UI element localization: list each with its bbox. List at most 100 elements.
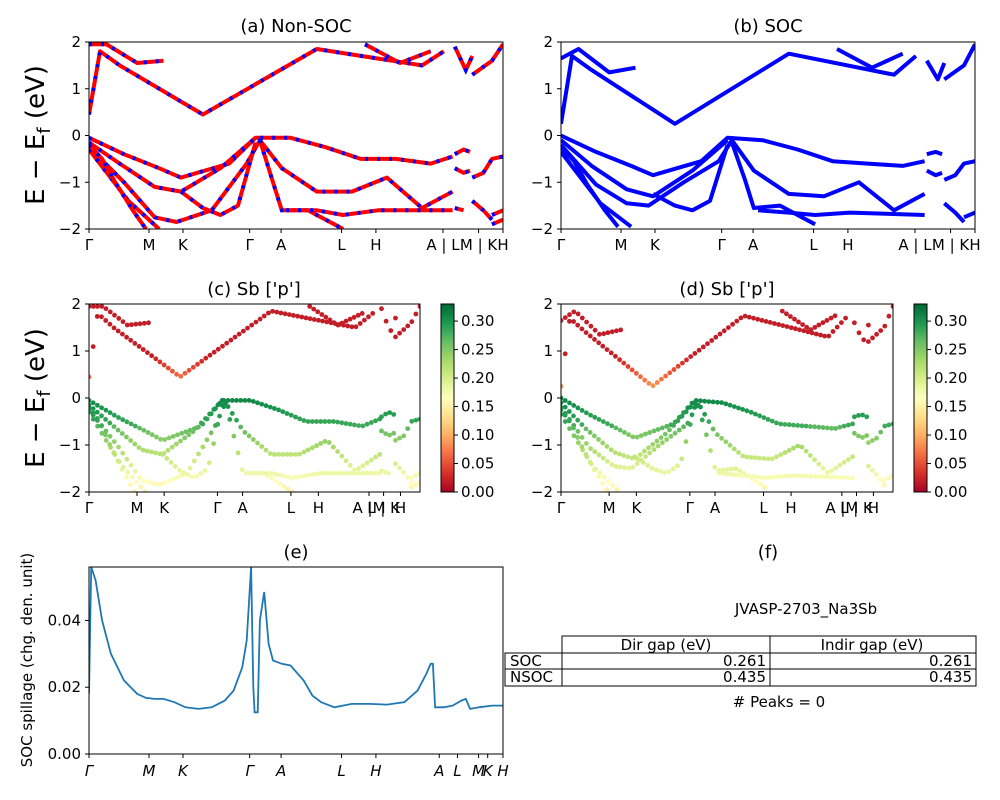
band-point xyxy=(115,427,121,433)
band-point xyxy=(668,433,674,439)
band-point xyxy=(647,430,653,435)
band-point xyxy=(561,400,564,406)
x-tick-label: L xyxy=(453,762,461,780)
band-point xyxy=(331,419,336,424)
band-point xyxy=(587,333,593,339)
band-point xyxy=(351,314,357,320)
band-point xyxy=(413,482,418,488)
band-point xyxy=(856,433,861,439)
band-point xyxy=(107,433,113,439)
band-point xyxy=(725,471,730,477)
band-point xyxy=(604,444,610,449)
x-tick-label: M xyxy=(143,236,156,254)
band-point xyxy=(890,304,893,309)
band-point xyxy=(804,473,810,479)
band-point xyxy=(140,347,146,352)
band-point xyxy=(255,400,260,406)
band-point xyxy=(103,417,108,422)
band-point xyxy=(762,475,768,481)
band-point xyxy=(579,444,585,449)
band-point xyxy=(386,470,391,476)
band-point xyxy=(360,463,366,469)
band-point xyxy=(592,327,598,333)
band-point xyxy=(231,433,237,439)
band-point xyxy=(856,413,861,418)
x-tick-label: M xyxy=(472,762,485,780)
material-name: JVASP-2703_Na3Sb xyxy=(734,600,877,619)
band-point xyxy=(833,465,839,471)
band-point xyxy=(692,400,697,406)
band-point xyxy=(170,368,175,374)
band-point xyxy=(719,400,724,405)
band-point xyxy=(364,460,370,466)
band-point xyxy=(267,404,273,410)
band-point xyxy=(181,470,187,476)
band-point xyxy=(377,452,383,457)
band-point xyxy=(866,322,871,328)
band-point xyxy=(198,471,204,476)
band-point xyxy=(658,435,664,440)
band-point xyxy=(257,316,263,322)
band-point xyxy=(695,402,701,408)
band-point xyxy=(660,440,665,446)
band-point xyxy=(720,471,726,476)
band-point xyxy=(132,423,138,429)
band-point xyxy=(600,440,606,446)
band-point xyxy=(417,304,420,309)
band-point xyxy=(314,471,320,477)
band-line-dash xyxy=(89,135,454,180)
band-point xyxy=(405,323,411,329)
band-point xyxy=(129,322,134,328)
band-point xyxy=(818,332,823,338)
band-point xyxy=(561,318,564,323)
x-tick-label: H xyxy=(868,499,879,517)
band-point xyxy=(387,432,392,438)
x-tick-label: H xyxy=(842,236,853,254)
y-tick-label: 0.00 xyxy=(48,745,81,763)
band-point xyxy=(588,446,593,451)
band-point xyxy=(246,433,252,439)
band-point xyxy=(200,444,206,450)
band-point xyxy=(94,409,100,415)
band-point xyxy=(323,470,328,476)
band-point xyxy=(229,411,235,416)
y-tick-label: 0 xyxy=(543,389,553,407)
band-point xyxy=(94,416,100,421)
band-point xyxy=(748,455,754,460)
band-point xyxy=(290,475,295,481)
band-point xyxy=(253,319,259,325)
band-point xyxy=(111,439,117,444)
band-line-soc xyxy=(926,149,943,157)
band-point xyxy=(339,453,345,459)
band-point xyxy=(269,475,274,481)
band-point xyxy=(408,475,414,481)
band-point xyxy=(800,473,805,479)
band-point xyxy=(825,474,830,480)
band-point xyxy=(561,395,564,401)
band-point xyxy=(124,456,130,462)
panel-e-spillage-plot: 0.040.020.00Γ M K Γ A L H A L MK H xyxy=(48,566,509,780)
band-point xyxy=(837,462,843,468)
band-point xyxy=(744,454,750,460)
band-point xyxy=(276,407,281,413)
band-point xyxy=(873,472,879,477)
band-point xyxy=(149,353,155,359)
band-point xyxy=(717,331,723,337)
band-point xyxy=(158,481,164,487)
band-point xyxy=(352,470,358,476)
band-point xyxy=(613,353,618,359)
colorbar-tick-label: 0.25 xyxy=(461,341,494,359)
band-point xyxy=(601,331,607,337)
band-point xyxy=(882,423,888,429)
band-point xyxy=(272,452,277,457)
band-point xyxy=(766,475,772,480)
band-point xyxy=(664,437,670,442)
band-point xyxy=(778,452,784,457)
band-point xyxy=(107,410,113,416)
band-point xyxy=(347,463,353,468)
band-point xyxy=(293,414,298,420)
band-point xyxy=(783,473,789,479)
band-point xyxy=(655,443,661,449)
header-dir-gap: Dir gap (eV) xyxy=(621,636,712,654)
band-point xyxy=(405,426,411,431)
